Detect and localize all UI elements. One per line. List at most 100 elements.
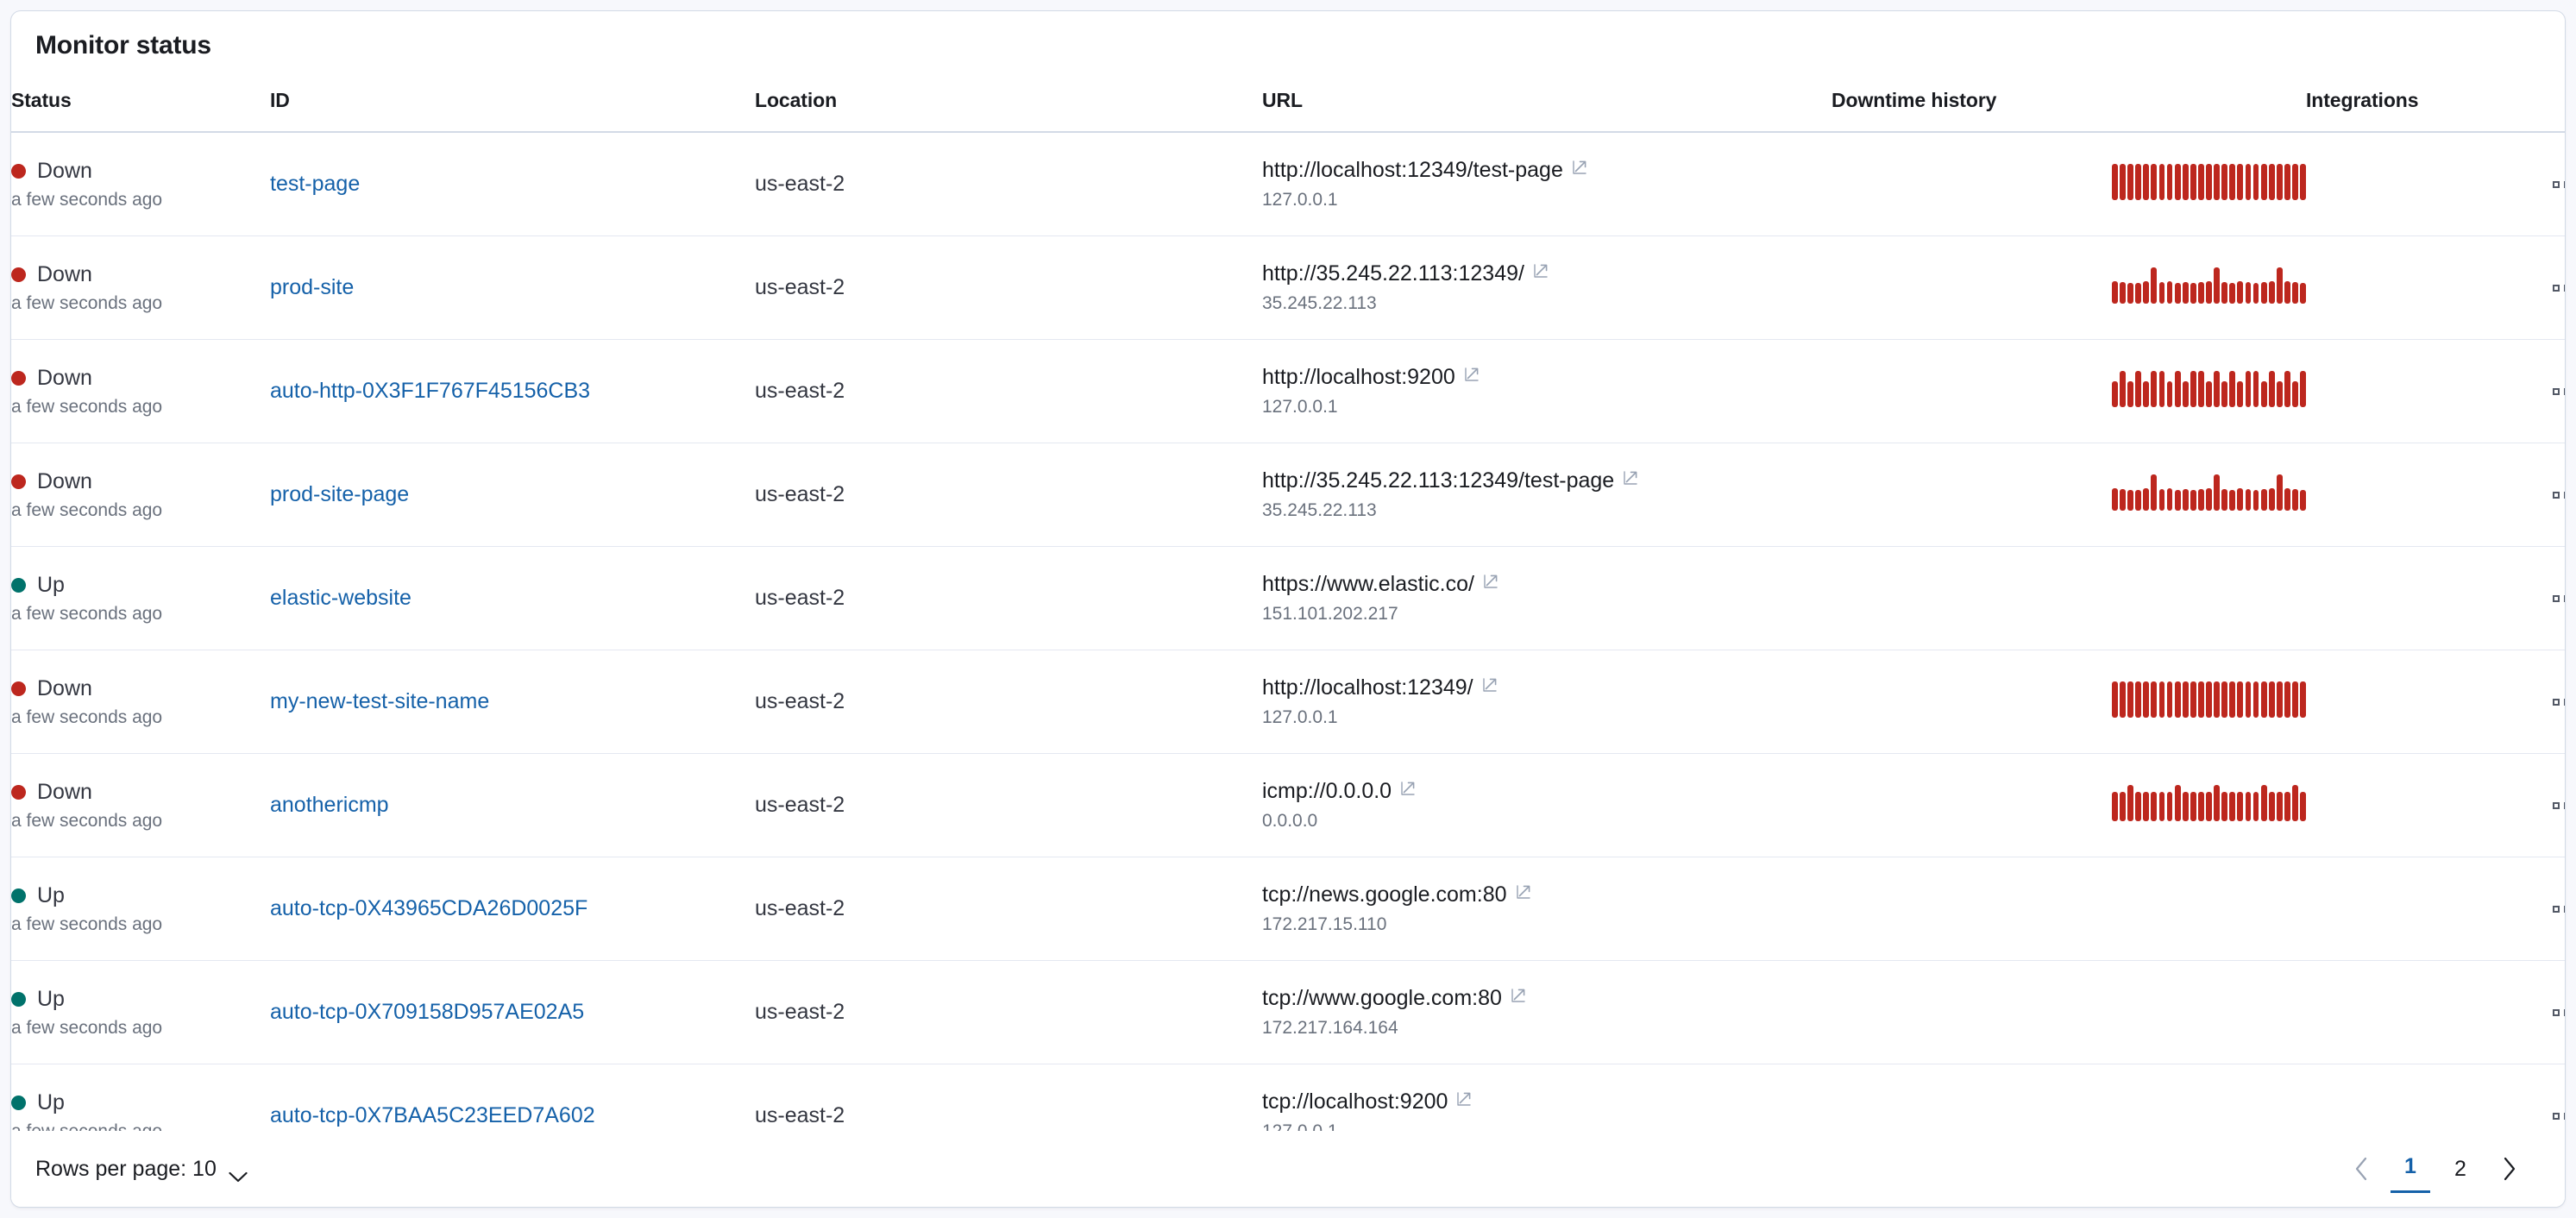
monitor-id-link[interactable]: my-new-test-site-name: [270, 689, 490, 713]
downtime-bar: [2245, 792, 2252, 821]
pagination-next-button[interactable]: [2485, 1145, 2534, 1193]
downtime-bar: [2214, 474, 2220, 511]
row-actions-menu-button[interactable]: [2548, 485, 2565, 505]
external-link-icon[interactable]: [1571, 159, 1588, 176]
downtime-bar: [2229, 681, 2236, 718]
status-indicator-icon: [11, 370, 26, 386]
url-cell: icmp://0.0.0.0 0.0.0.0: [1262, 753, 1831, 857]
downtime-bar: [2214, 164, 2220, 200]
external-link-icon[interactable]: [1622, 469, 1639, 487]
downtime-bar: [2292, 380, 2298, 407]
monitor-id-link[interactable]: prod-site-page: [270, 482, 410, 506]
ellipsis-dot-icon: [2564, 1112, 2565, 1120]
downtime-bar: [2151, 474, 2158, 511]
monitor-url: http://35.245.22.113:12349/: [1262, 261, 1524, 286]
row-actions-menu-button[interactable]: [2548, 692, 2565, 713]
monitor-id-link[interactable]: anothericmp: [270, 793, 389, 817]
status-cell: Up a few seconds ago: [11, 546, 270, 650]
downtime-bar: [2120, 792, 2126, 821]
row-actions-menu-button[interactable]: [2548, 278, 2565, 298]
row-actions-menu-button[interactable]: [2548, 1106, 2565, 1127]
monitor-id-link[interactable]: auto-tcp-0X7BAA5C23EED7A602: [270, 1103, 595, 1127]
pagination-page-2[interactable]: 2: [2454, 1156, 2466, 1181]
status-badge: Down: [37, 779, 92, 804]
downtime-history-chart: [2111, 785, 2306, 821]
ellipsis-dot-icon: [2553, 387, 2560, 395]
integrations-cell: [2306, 753, 2565, 857]
downtime-bar: [2158, 371, 2165, 407]
downtime-bar: [2237, 380, 2244, 407]
url-cell: http://localhost:12349/test-page 127.0.0.…: [1262, 132, 1831, 236]
downtime-bar: [2252, 792, 2259, 821]
rows-per-page-selector[interactable]: Rows per page: 10: [35, 1157, 248, 1182]
downtime-history-cell: [1831, 546, 2306, 650]
external-link-icon[interactable]: [1482, 573, 1499, 590]
monitor-id-link[interactable]: prod-site: [270, 275, 355, 299]
downtime-bar: [2182, 792, 2189, 821]
external-link-icon[interactable]: [1463, 366, 1480, 383]
monitor-id-link[interactable]: auto-tcp-0X43965CDA26D0025F: [270, 896, 588, 920]
column-header-status: Status: [11, 75, 270, 133]
status-indicator-icon: [11, 681, 26, 696]
downtime-bar: [2284, 164, 2290, 200]
downtime-bar: [2276, 164, 2283, 200]
downtime-bar: [2166, 164, 2173, 200]
monitor-url: tcp://localhost:9200: [1262, 1089, 1448, 1114]
external-link-icon[interactable]: [1455, 1090, 1473, 1108]
downtime-bar: [2174, 371, 2181, 407]
monitor-id-link[interactable]: elastic-website: [270, 586, 412, 610]
table-header-row: Status ID Location URL Downtime history …: [11, 75, 2565, 133]
ellipsis-dot-icon: [2564, 284, 2565, 292]
integrations-cell: [2306, 132, 2565, 236]
location-label: us-east-2: [755, 275, 845, 299]
resolved-ip: 35.245.22.113: [1262, 293, 1377, 313]
downtime-bar: [2260, 681, 2267, 718]
url-cell: http://35.245.22.113:12349/35.245.22.113: [1262, 235, 1831, 340]
downtime-history-cell: [1831, 753, 2306, 857]
downtime-bar: [2292, 164, 2298, 200]
row-actions-menu-button[interactable]: [2548, 381, 2565, 402]
downtime-bar: [2245, 164, 2252, 200]
pagination-prev-button[interactable]: [2337, 1145, 2385, 1193]
url-cell: https://www.elastic.co/151.101.202.217: [1262, 546, 1831, 650]
monitor-id-cell: prod-site: [270, 235, 755, 340]
downtime-bar: [2276, 267, 2283, 304]
table-row: Down a few seconds ago test-page us-east-2 h…: [11, 132, 2565, 236]
downtime-bar: [2221, 681, 2228, 718]
table-body: Down a few seconds ago test-page us-east-2 h…: [11, 132, 2565, 1168]
monitor-id-link[interactable]: test-page: [270, 172, 361, 196]
downtime-history-cell: [1831, 235, 2306, 340]
downtime-bar: [2206, 792, 2212, 821]
row-actions-menu-button[interactable]: [2548, 174, 2565, 195]
external-link-icon[interactable]: [1399, 780, 1417, 797]
monitor-url: tcp://news.google.com:80: [1262, 882, 1507, 907]
status-badge: Down: [37, 365, 92, 390]
status-indicator-icon: [11, 474, 26, 489]
row-actions-menu-button[interactable]: [2548, 1002, 2565, 1023]
external-link-icon[interactable]: [1515, 883, 1532, 901]
downtime-bar: [2268, 164, 2275, 200]
location-label: us-east-2: [755, 482, 845, 506]
external-link-icon[interactable]: [1481, 676, 1498, 694]
downtime-bar: [2151, 371, 2158, 407]
row-actions-menu-button[interactable]: [2548, 899, 2565, 920]
external-link-icon[interactable]: [1510, 987, 1527, 1004]
ellipsis-dot-icon: [2564, 905, 2565, 913]
pagination: 1 2: [2337, 1145, 2534, 1193]
external-link-icon[interactable]: [1532, 262, 1549, 279]
downtime-bar: [2206, 281, 2212, 304]
downtime-bar: [2284, 488, 2290, 511]
row-actions-menu-button[interactable]: [2548, 795, 2565, 816]
downtime-bar: [2292, 488, 2298, 511]
monitor-id-link[interactable]: auto-http-0X3F1F767F45156CB3: [270, 379, 591, 403]
downtime-bar: [2190, 681, 2196, 718]
ellipsis-dot-icon: [2564, 387, 2565, 395]
monitor-id-link[interactable]: auto-tcp-0X709158D957AE02A5: [270, 1000, 585, 1024]
status-timestamp: a few seconds ago: [11, 189, 163, 210]
location-cell: us-east-2: [755, 546, 1262, 650]
downtime-bar: [2166, 380, 2173, 407]
downtime-bar: [2120, 164, 2126, 200]
table-row: Up a few seconds ago auto-tcp-0X43965CDA26…: [11, 857, 2565, 961]
row-actions-menu-button[interactable]: [2548, 588, 2565, 609]
pagination-page-1[interactable]: 1: [2391, 1146, 2430, 1193]
